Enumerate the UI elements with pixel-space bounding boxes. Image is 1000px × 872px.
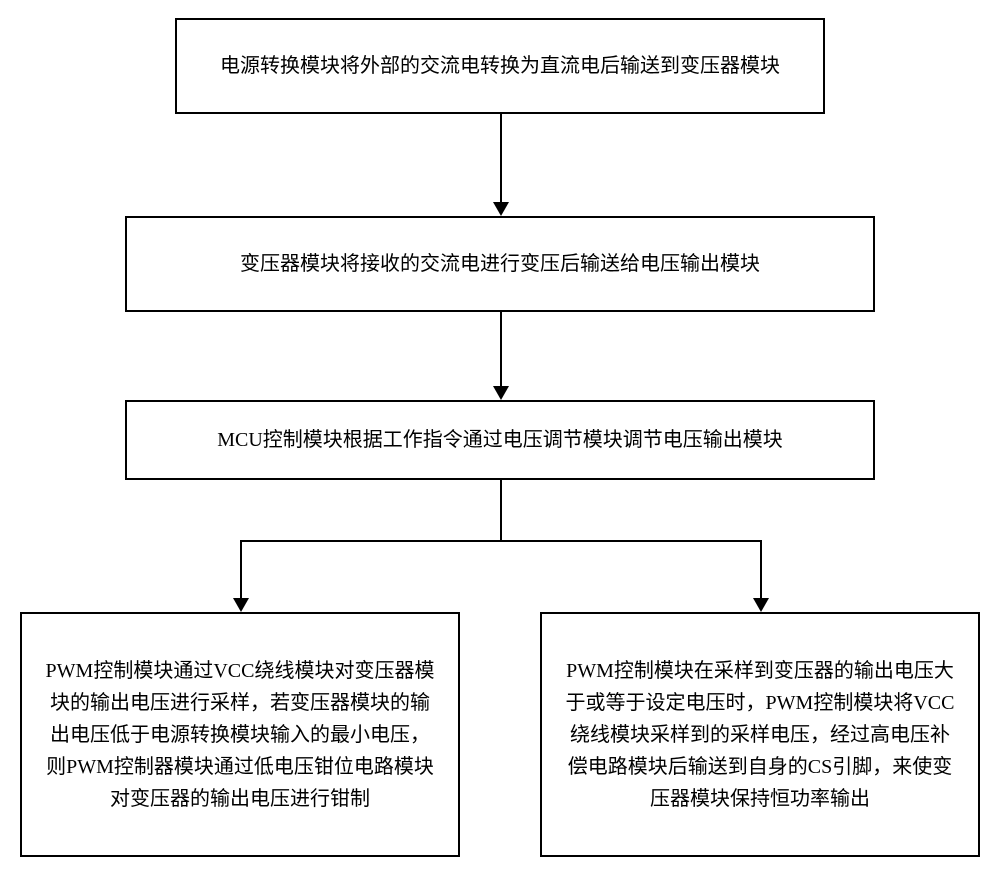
node-text: 变压器模块将接收的交流电进行变压后输送给电压输出模块 [240,248,760,280]
node-power-conversion: 电源转换模块将外部的交流电转换为直流电后输送到变压器模块 [175,18,825,114]
node-text: PWM控制模块在采样到变压器的输出电压大于或等于设定电压时，PWM控制模块将VC… [562,655,958,815]
arrow-3-horizontal [240,540,762,542]
node-text: 电源转换模块将外部的交流电转换为直流电后输送到变压器模块 [220,50,780,82]
node-pwm-high-voltage: PWM控制模块在采样到变压器的输出电压大于或等于设定电压时，PWM控制模块将VC… [540,612,980,857]
arrow-2-to-3 [500,312,502,400]
node-mcu-control: MCU控制模块根据工作指令通过电压调节模块调节电压输出模块 [125,400,875,480]
node-transformer: 变压器模块将接收的交流电进行变压后输送给电压输出模块 [125,216,875,312]
arrow-1-to-2 [500,114,502,216]
flowchart-container: 电源转换模块将外部的交流电转换为直流电后输送到变压器模块 变压器模块将接收的交流… [0,0,1000,872]
node-pwm-low-voltage: PWM控制模块通过VCC绕线模块对变压器模块的输出电压进行采样，若变压器模块的输… [20,612,460,857]
arrow-3-right [760,540,762,612]
node-text: PWM控制模块通过VCC绕线模块对变压器模块的输出电压进行采样，若变压器模块的输… [42,655,438,815]
arrow-3-left [240,540,242,612]
node-text: MCU控制模块根据工作指令通过电压调节模块调节电压输出模块 [217,424,783,456]
arrow-3-stem [500,480,502,540]
